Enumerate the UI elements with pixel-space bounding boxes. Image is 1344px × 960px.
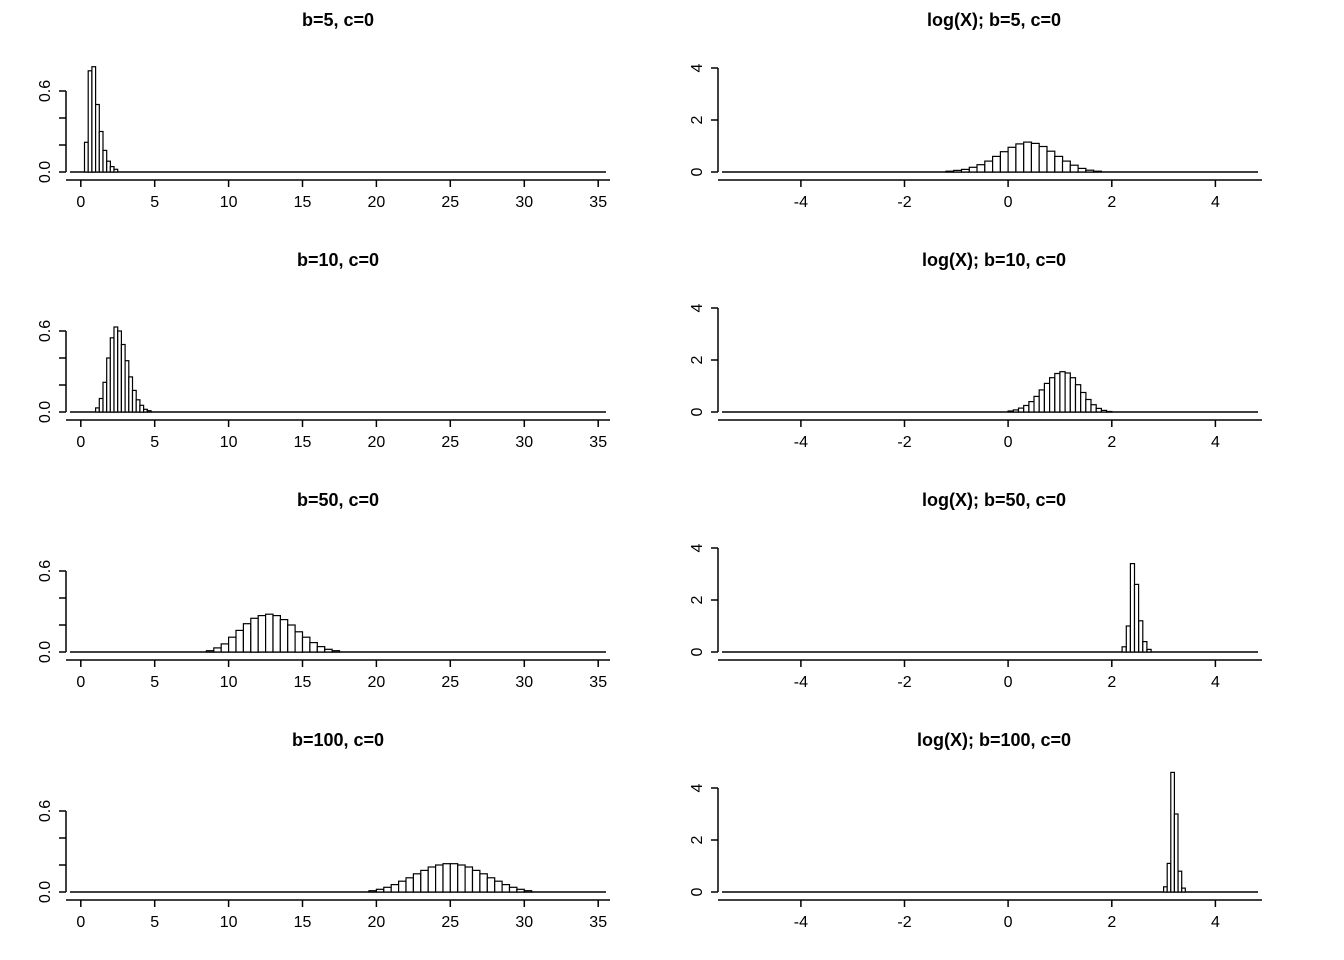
svg-text:4: 4 <box>1211 434 1220 451</box>
panel-title: b=50, c=0 <box>296 490 380 510</box>
svg-text:0: 0 <box>1004 194 1013 211</box>
svg-text:35: 35 <box>589 914 607 931</box>
svg-text:5: 5 <box>150 194 159 211</box>
histogram-plot: 0 5 10 15 20 25 30 35 0.0 0.6 <box>37 560 610 691</box>
svg-text:-2: -2 <box>897 194 911 211</box>
histogram-plot: 0 5 10 15 20 25 30 35 0.0 0.6 <box>37 320 610 451</box>
svg-text:2: 2 <box>1107 914 1116 931</box>
svg-text:0: 0 <box>76 194 85 211</box>
panel-hist-b100-c0: b=100, c=0 0 5 10 15 20 25 30 35 0.0 0.6 <box>0 720 672 960</box>
svg-text:0.6: 0.6 <box>37 80 54 102</box>
histogram-plot: 0 5 10 15 20 25 30 35 0.0 0.6 <box>37 66 610 211</box>
svg-text:-2: -2 <box>897 674 911 691</box>
panel-hist-b10-c0: b=10, c=0 0 5 10 15 20 25 30 35 0.0 0.6 <box>0 240 672 480</box>
svg-text:2: 2 <box>689 115 706 124</box>
svg-text:30: 30 <box>515 194 533 211</box>
histogram-plot: -4 -2 0 2 4 0 2 4 <box>689 63 1262 211</box>
svg-text:5: 5 <box>150 434 159 451</box>
histogram-plot: -4 -2 0 2 4 0 2 4 <box>689 771 1262 931</box>
svg-text:-4: -4 <box>794 674 808 691</box>
svg-text:10: 10 <box>220 194 238 211</box>
svg-text:0: 0 <box>689 167 706 176</box>
svg-text:0.0: 0.0 <box>37 401 54 423</box>
svg-text:2: 2 <box>1107 194 1116 211</box>
panel-title: b=5, c=0 <box>301 10 375 30</box>
svg-text:2: 2 <box>1107 674 1116 691</box>
panel-title: b=10, c=0 <box>296 250 380 270</box>
svg-text:15: 15 <box>294 914 312 931</box>
svg-text:0: 0 <box>689 887 706 896</box>
panel-title: b=100, c=0 <box>291 730 385 750</box>
svg-text:4: 4 <box>689 783 706 792</box>
svg-text:0: 0 <box>689 647 706 656</box>
svg-text:-2: -2 <box>897 434 911 451</box>
svg-text:15: 15 <box>294 674 312 691</box>
svg-text:4: 4 <box>689 63 706 72</box>
svg-text:20: 20 <box>368 194 386 211</box>
svg-text:0: 0 <box>1004 434 1013 451</box>
svg-text:0: 0 <box>76 434 85 451</box>
panel-hist-b5-c0: b=5, c=0 0 5 10 15 20 25 30 35 0.0 0.6 <box>0 0 672 240</box>
svg-text:0.6: 0.6 <box>37 800 54 822</box>
svg-text:0: 0 <box>76 914 85 931</box>
panel-title: log(X); b=50, c=0 <box>921 490 1067 510</box>
svg-text:0.0: 0.0 <box>37 641 54 663</box>
svg-text:25: 25 <box>441 434 459 451</box>
svg-text:0.6: 0.6 <box>37 560 54 582</box>
svg-text:5: 5 <box>150 674 159 691</box>
svg-text:4: 4 <box>689 303 706 312</box>
svg-text:4: 4 <box>1211 194 1220 211</box>
svg-text:4: 4 <box>689 543 706 552</box>
histogram-plot: 0 5 10 15 20 25 30 35 0.0 0.6 <box>37 800 610 931</box>
svg-text:35: 35 <box>589 674 607 691</box>
panel-hist-log-b100-c0: log(X); b=100, c=0 -4 -2 0 2 4 0 2 4 <box>672 720 1344 960</box>
svg-text:2: 2 <box>689 595 706 604</box>
panel-hist-b50-c0: b=50, c=0 0 5 10 15 20 25 30 35 0.0 0.6 <box>0 480 672 720</box>
svg-text:0: 0 <box>76 674 85 691</box>
panel-title: log(X); b=100, c=0 <box>916 730 1072 750</box>
svg-text:30: 30 <box>515 674 533 691</box>
svg-text:30: 30 <box>515 914 533 931</box>
svg-text:25: 25 <box>441 194 459 211</box>
panel-hist-log-b10-c0: log(X); b=10, c=0 -4 -2 0 2 4 0 2 4 <box>672 240 1344 480</box>
svg-text:4: 4 <box>1211 914 1220 931</box>
svg-text:10: 10 <box>220 674 238 691</box>
svg-text:-4: -4 <box>794 914 808 931</box>
svg-text:0.6: 0.6 <box>37 320 54 342</box>
panel-title: log(X); b=10, c=0 <box>921 250 1067 270</box>
svg-text:35: 35 <box>589 434 607 451</box>
svg-text:2: 2 <box>1107 434 1116 451</box>
histogram-plot: -4 -2 0 2 4 0 2 4 <box>689 303 1262 451</box>
svg-text:15: 15 <box>294 194 312 211</box>
svg-text:2: 2 <box>689 835 706 844</box>
svg-text:0: 0 <box>1004 914 1013 931</box>
svg-text:20: 20 <box>368 434 386 451</box>
svg-text:-4: -4 <box>794 434 808 451</box>
panel-hist-log-b5-c0: log(X); b=5, c=0 -4 -2 0 2 4 0 2 4 <box>672 0 1344 240</box>
svg-text:4: 4 <box>1211 674 1220 691</box>
svg-text:10: 10 <box>220 434 238 451</box>
svg-text:20: 20 <box>368 914 386 931</box>
svg-text:-2: -2 <box>897 914 911 931</box>
svg-text:5: 5 <box>150 914 159 931</box>
svg-text:15: 15 <box>294 434 312 451</box>
svg-text:25: 25 <box>441 674 459 691</box>
svg-text:10: 10 <box>220 914 238 931</box>
svg-text:2: 2 <box>689 355 706 364</box>
svg-text:0: 0 <box>689 407 706 416</box>
svg-text:0.0: 0.0 <box>37 881 54 903</box>
svg-text:0.0: 0.0 <box>37 161 54 183</box>
svg-text:35: 35 <box>589 194 607 211</box>
panel-title: log(X); b=5, c=0 <box>926 10 1062 30</box>
histogram-plot: -4 -2 0 2 4 0 2 4 <box>689 543 1262 691</box>
svg-text:20: 20 <box>368 674 386 691</box>
svg-text:0: 0 <box>1004 674 1013 691</box>
svg-text:25: 25 <box>441 914 459 931</box>
svg-text:30: 30 <box>515 434 533 451</box>
panel-hist-log-b50-c0: log(X); b=50, c=0 -4 -2 0 2 4 0 2 4 <box>672 480 1344 720</box>
svg-text:-4: -4 <box>794 194 808 211</box>
